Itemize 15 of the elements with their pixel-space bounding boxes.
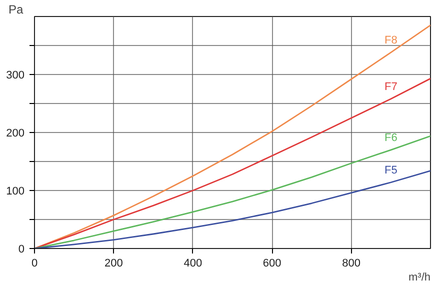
x-tick-label: 200 [104,258,123,270]
y-tick-label: 200 [6,128,25,140]
y-tick-label: 100 [6,186,25,198]
x-axis-title: m³/h [408,272,430,283]
series-label: F7 [384,80,398,93]
series-label: F8 [384,34,398,46]
x-tick-label: 600 [262,258,282,270]
x-tick-label: 800 [342,258,360,270]
x-tick-label: 400 [184,258,202,270]
y-tick-label: 300 [6,70,25,82]
y-axis-title: Pa [8,2,24,16]
series-label: F6 [384,132,398,144]
series-label: F5 [384,164,398,176]
y-tick-label: 0 [18,244,25,256]
x-tick-label: 0 [31,258,38,270]
